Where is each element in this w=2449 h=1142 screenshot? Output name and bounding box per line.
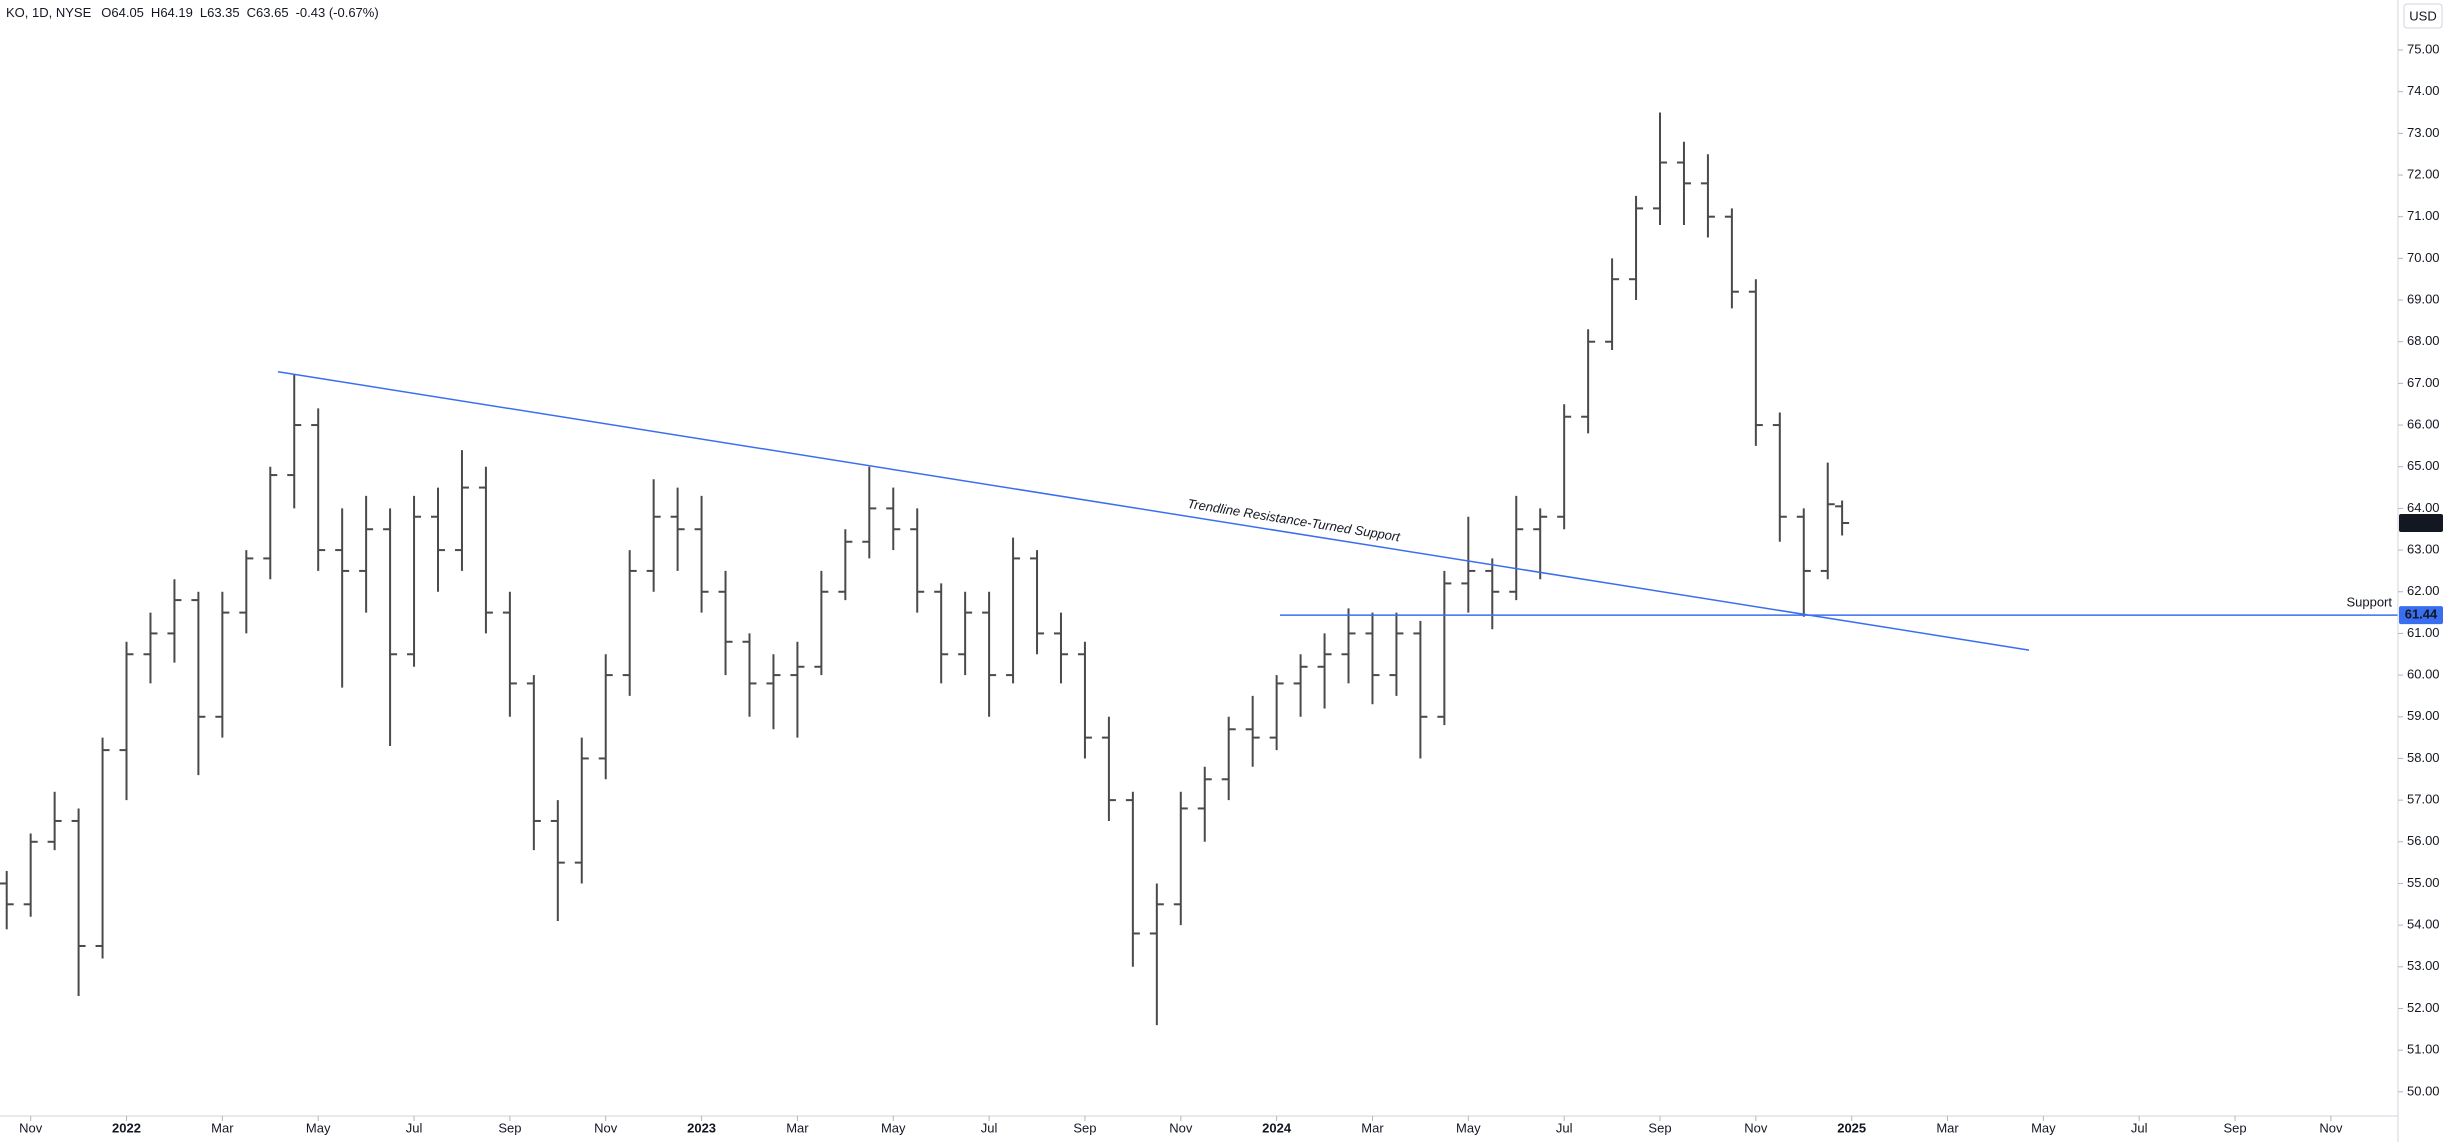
symbol: KO, 1D, NYSE <box>6 5 92 20</box>
y-tick-label: 51.00 <box>2407 1042 2440 1057</box>
field-value: 63.35 <box>207 5 240 20</box>
x-tick-label: 2025 <box>1837 1120 1866 1135</box>
x-tick-label: Jul <box>2131 1120 2148 1135</box>
y-tick-label: 72.00 <box>2407 166 2440 181</box>
x-tick-label: Sep <box>1073 1120 1096 1135</box>
field-label: O <box>101 5 111 20</box>
y-tick-label: 64.00 <box>2407 500 2440 515</box>
legend-header: KO, 1D, NYSE O64.05 H64.19 L63.35 C63.65 -0.4… <box>6 5 379 20</box>
x-tick-label: Nov <box>19 1120 43 1135</box>
y-tick-label: 74.00 <box>2407 83 2440 98</box>
x-tick-label: Sep <box>498 1120 521 1135</box>
y-tick-label: 69.00 <box>2407 291 2440 306</box>
y-tick-label: 58.00 <box>2407 750 2440 765</box>
y-tick-label: 55.00 <box>2407 875 2440 890</box>
x-tick-label: Jul <box>406 1120 423 1135</box>
x-tick-label: Mar <box>211 1120 234 1135</box>
currency-box[interactable] <box>2403 3 2443 29</box>
y-tick-label: 54.00 <box>2407 917 2440 932</box>
x-tick-label: Nov <box>1744 1120 1768 1135</box>
y-tick-label: 66.00 <box>2407 417 2440 432</box>
x-tick-label: Jul <box>1556 1120 1573 1135</box>
y-tick-label: 65.00 <box>2407 458 2440 473</box>
y-tick-label: 75.00 <box>2407 41 2440 56</box>
support-price-tag <box>2399 606 2443 625</box>
y-tick-label: 57.00 <box>2407 792 2440 807</box>
y-tick-label: 60.00 <box>2407 667 2440 682</box>
x-tick-label: 2023 <box>687 1120 716 1135</box>
field-label: H <box>151 5 160 20</box>
support-price-label: 61.44 <box>2405 607 2438 622</box>
last-price-tag <box>2399 513 2443 532</box>
field-value: 63.65 <box>256 5 289 20</box>
y-tick-label: 68.00 <box>2407 333 2440 348</box>
x-tick-label: Nov <box>2319 1120 2343 1135</box>
x-tick-label: Jul <box>981 1120 998 1135</box>
x-tick-label: Mar <box>1936 1120 1959 1135</box>
trendline <box>277 370 2030 651</box>
y-tick-label: 62.00 <box>2407 583 2440 598</box>
y-tick-label: 67.00 <box>2407 375 2440 390</box>
y-tick-label: 70.00 <box>2407 250 2440 265</box>
y-tick-label: 53.00 <box>2407 958 2440 973</box>
y-tick-label: 73.00 <box>2407 125 2440 140</box>
support-label: Support <box>2346 595 2392 610</box>
x-tick-label: Nov <box>594 1120 618 1135</box>
x-tick-label: Sep <box>2223 1120 2246 1135</box>
y-tick-label: 52.00 <box>2407 1000 2440 1015</box>
field-label: C <box>247 5 256 20</box>
field-value: 64.19 <box>160 5 193 20</box>
x-tick-label: Mar <box>786 1120 809 1135</box>
x-tick-label: May <box>306 1120 331 1135</box>
y-tick-label: 50.00 <box>2407 1083 2440 1098</box>
y-tick-label: 56.00 <box>2407 833 2440 848</box>
x-tick-label: 2022 <box>112 1120 141 1135</box>
x-tick-label: 2024 <box>1262 1120 1292 1135</box>
x-tick-label: Mar <box>1361 1120 1384 1135</box>
field-label: L <box>200 5 207 20</box>
y-tick-label: 71.00 <box>2407 208 2440 223</box>
x-tick-label: May <box>2031 1120 2056 1135</box>
x-tick-label: May <box>1456 1120 1481 1135</box>
change: -0.43 (-0.67%) <box>296 5 379 20</box>
y-tick-label: 63.00 <box>2407 542 2440 557</box>
x-tick-label: Sep <box>1648 1120 1671 1135</box>
y-tick-label: 61.00 <box>2407 625 2440 640</box>
last-price-label: 63.65 <box>2405 514 2438 529</box>
x-tick-label: May <box>881 1120 906 1135</box>
x-tick-label: Nov <box>1169 1120 1193 1135</box>
field-value: 64.05 <box>111 5 144 20</box>
currency-label: USD <box>2409 8 2436 23</box>
y-tick-label: 59.00 <box>2407 708 2440 723</box>
